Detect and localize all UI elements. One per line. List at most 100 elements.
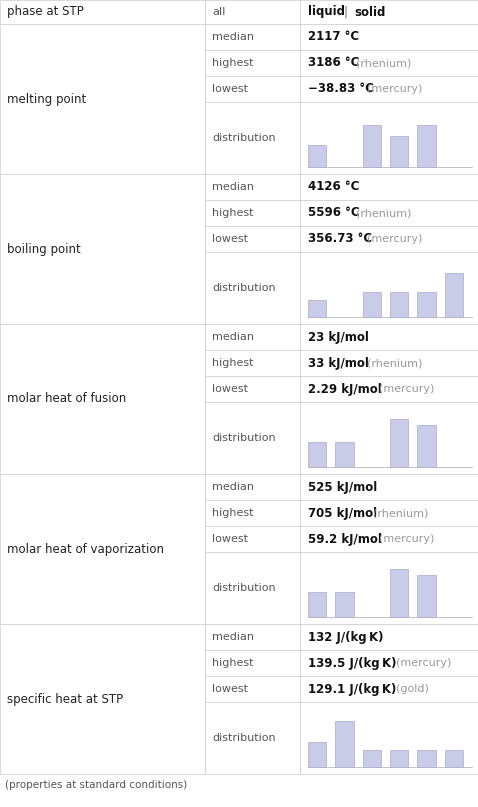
Text: distribution: distribution (212, 583, 276, 593)
Bar (300, 624, 478, 650)
Text: median: median (212, 32, 254, 42)
Bar (0, 624, 205, 774)
Text: (mercury): (mercury) (372, 384, 434, 394)
Bar (205, 500, 300, 526)
Text: 356.73 °C: 356.73 °C (308, 232, 372, 245)
Bar (205, 526, 300, 552)
Text: median: median (212, 632, 254, 642)
Bar (0, 324, 205, 474)
Bar (205, 624, 300, 650)
Text: 5596 °C: 5596 °C (308, 207, 359, 220)
Bar (300, 252, 478, 324)
Bar (417, 751, 435, 767)
Text: phase at STP: phase at STP (7, 6, 84, 19)
Text: 2117 °C: 2117 °C (308, 31, 359, 44)
Bar (205, 324, 300, 350)
Bar (300, 76, 478, 102)
Text: 139.5 J/(kg K): 139.5 J/(kg K) (308, 657, 396, 670)
Bar (308, 442, 326, 467)
Bar (417, 424, 435, 467)
Bar (300, 676, 478, 702)
Text: melting point: melting point (7, 93, 86, 106)
Bar (205, 376, 300, 402)
Text: (mercury): (mercury) (389, 658, 452, 668)
Text: 2.29 kJ/mol: 2.29 kJ/mol (308, 383, 382, 395)
Text: specific heat at STP: specific heat at STP (7, 692, 123, 705)
Bar (300, 350, 478, 376)
Text: (properties at standard conditions): (properties at standard conditions) (5, 780, 187, 790)
Text: 525 kJ/mol: 525 kJ/mol (308, 480, 377, 494)
Bar (308, 144, 326, 167)
Bar (390, 136, 408, 167)
Bar (205, 676, 300, 702)
Text: highest: highest (212, 208, 253, 218)
Text: median: median (212, 182, 254, 192)
Bar (300, 50, 478, 76)
Bar (0, 0, 205, 24)
Text: lowest: lowest (212, 234, 248, 244)
Bar (300, 0, 478, 24)
Bar (300, 174, 478, 200)
Bar (300, 324, 478, 350)
Bar (300, 402, 478, 474)
Text: distribution: distribution (212, 733, 276, 743)
Text: lowest: lowest (212, 84, 248, 94)
Text: median: median (212, 482, 254, 492)
Text: (gold): (gold) (389, 684, 429, 694)
Bar (417, 292, 435, 317)
Bar (205, 702, 300, 774)
Text: distribution: distribution (212, 433, 276, 443)
Text: highest: highest (212, 58, 253, 68)
Text: distribution: distribution (212, 133, 276, 143)
Bar (363, 124, 381, 167)
Bar (417, 575, 435, 617)
Text: 4126 °C: 4126 °C (308, 181, 359, 194)
Text: (mercury): (mercury) (360, 234, 423, 244)
Text: 33 kJ/mol: 33 kJ/mol (308, 357, 369, 370)
Bar (205, 102, 300, 174)
Bar (300, 102, 478, 174)
Text: lowest: lowest (212, 684, 248, 694)
Bar (300, 650, 478, 676)
Text: distribution: distribution (212, 283, 276, 293)
Bar (300, 474, 478, 500)
Bar (205, 24, 300, 50)
Bar (205, 252, 300, 324)
Bar (363, 292, 381, 317)
Bar (205, 50, 300, 76)
Bar (0, 24, 205, 174)
Bar (390, 569, 408, 617)
Text: (rhenium): (rhenium) (348, 208, 411, 218)
Text: solid: solid (354, 6, 385, 19)
Text: |: | (344, 6, 348, 19)
Bar (205, 350, 300, 376)
Bar (300, 226, 478, 252)
Text: 129.1 J/(kg K): 129.1 J/(kg K) (308, 683, 396, 696)
Text: (rhenium): (rhenium) (360, 358, 423, 368)
Bar (300, 24, 478, 50)
Bar (445, 751, 463, 767)
Bar (300, 526, 478, 552)
Text: highest: highest (212, 358, 253, 368)
Bar (300, 500, 478, 526)
Text: −38.83 °C: −38.83 °C (308, 82, 374, 95)
Text: lowest: lowest (212, 384, 248, 394)
Text: all: all (212, 7, 225, 17)
Bar (300, 200, 478, 226)
Text: 705 kJ/mol: 705 kJ/mol (308, 507, 377, 520)
Bar (308, 300, 326, 317)
Text: highest: highest (212, 508, 253, 518)
Text: boiling point: boiling point (7, 242, 81, 256)
Text: 132 J/(kg K): 132 J/(kg K) (308, 630, 383, 643)
Text: molar heat of vaporization: molar heat of vaporization (7, 542, 164, 555)
Text: molar heat of fusion: molar heat of fusion (7, 392, 126, 405)
Bar (205, 650, 300, 676)
Bar (308, 742, 326, 767)
Bar (205, 552, 300, 624)
Bar (205, 474, 300, 500)
Text: liquid: liquid (308, 6, 345, 19)
Bar (390, 419, 408, 467)
Text: median: median (212, 332, 254, 342)
Text: 3186 °C: 3186 °C (308, 56, 359, 69)
Bar (205, 76, 300, 102)
